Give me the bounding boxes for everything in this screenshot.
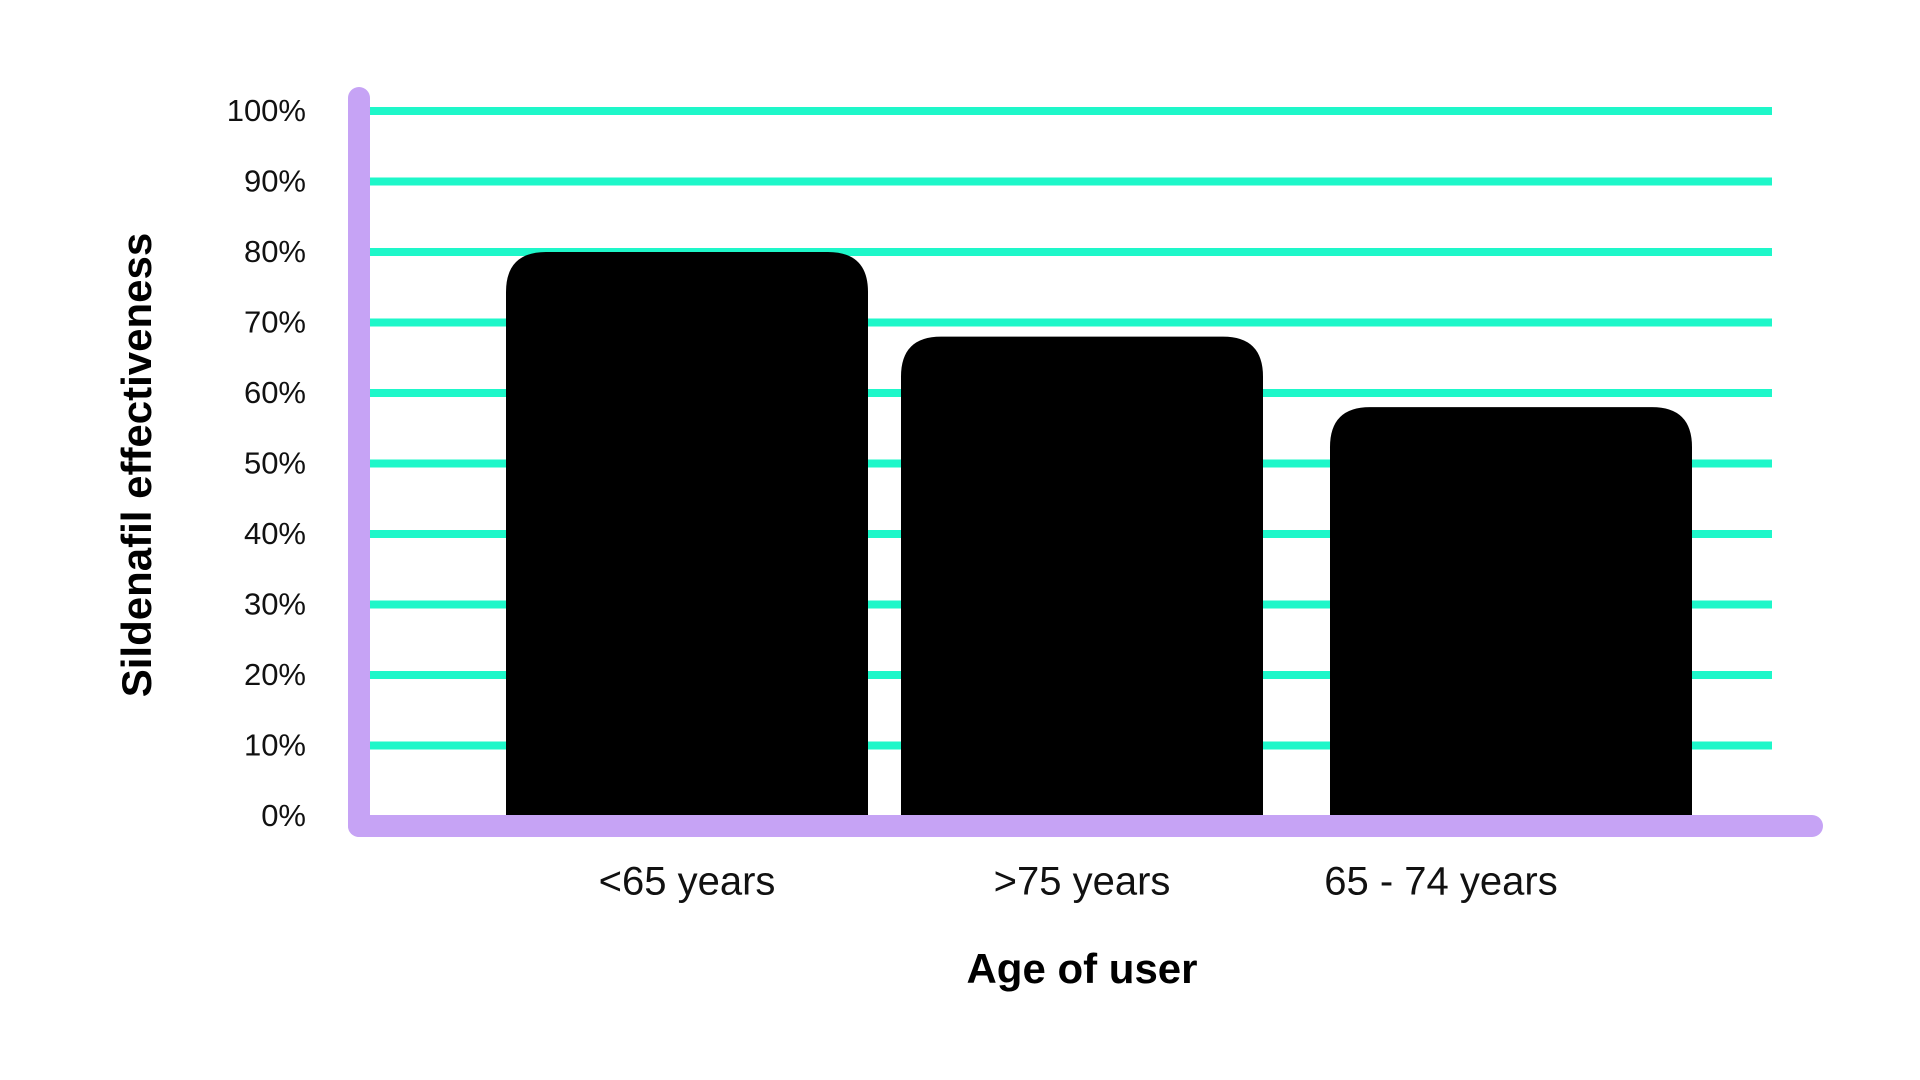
x-axis-title: Age of user bbox=[966, 945, 1197, 992]
y-axis-title: Sildenafil effectiveness bbox=[113, 233, 160, 698]
bar bbox=[1330, 407, 1692, 828]
bar bbox=[506, 252, 868, 828]
x-tick-label: <65 years bbox=[599, 860, 776, 904]
axes bbox=[348, 87, 1823, 837]
y-tick-label: 10% bbox=[244, 728, 306, 763]
x-tick-label: >75 years bbox=[994, 860, 1171, 904]
labels: 0% 10% 20% 30% 40% 50% 60% 70% 80% 90% 100% <65 yea… bbox=[227, 93, 1558, 903]
y-tick-label: 70% bbox=[244, 305, 306, 340]
y-tick-label: 100% bbox=[227, 93, 306, 128]
x-tick-label: 65 - 74 years bbox=[1324, 860, 1557, 904]
bar bbox=[901, 336, 1263, 828]
y-tick-label: 0% bbox=[261, 798, 306, 833]
y-tick-label: 40% bbox=[244, 516, 306, 551]
y-tick-label: 50% bbox=[244, 446, 306, 481]
y-tick-label: 30% bbox=[244, 587, 306, 622]
y-tick-label: 90% bbox=[244, 164, 306, 199]
bars bbox=[506, 252, 1692, 828]
y-tick-label: 20% bbox=[244, 657, 306, 692]
y-tick-label: 60% bbox=[244, 375, 306, 410]
y-tick-label: 80% bbox=[244, 234, 306, 269]
